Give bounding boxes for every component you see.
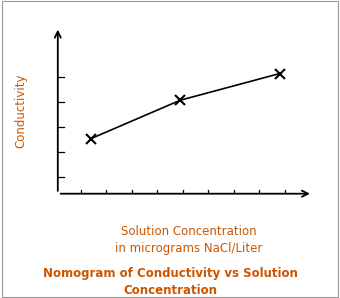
Text: Solution Concentration
in micrograms NaCl/Liter: Solution Concentration in micrograms NaC… xyxy=(115,225,262,255)
Text: Conductivity: Conductivity xyxy=(14,73,27,148)
Text: Nomogram of Conductivity vs Solution
Concentration: Nomogram of Conductivity vs Solution Con… xyxy=(42,267,298,297)
